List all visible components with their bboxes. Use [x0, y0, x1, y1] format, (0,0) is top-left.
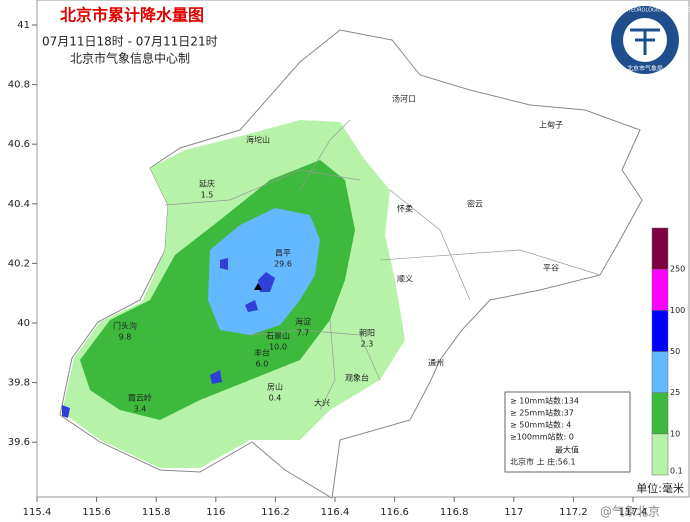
logo-symbol	[630, 28, 660, 55]
station-value: 3.4	[134, 405, 147, 414]
x-tick-label: 116	[206, 507, 225, 518]
logo-text-en: BEIJING METEOROLOGICAL SERVICE	[600, 8, 690, 14]
station-value: 2.3	[361, 340, 374, 349]
place-name: 观象台	[345, 373, 369, 383]
y-tick-label: 40.2	[8, 258, 30, 269]
station-name: 霞云岭	[128, 393, 152, 403]
station-name: 丰台	[254, 348, 270, 358]
legend-swatch	[651, 392, 669, 435]
stats-line: ≥ 10mm站数:134	[510, 396, 579, 406]
place-name: 怀柔	[397, 204, 413, 214]
y-tick-label: 39.8	[8, 378, 30, 389]
logo-text-cn: 北京市气象局	[627, 65, 663, 73]
stats-line: ≥100mm站数: 0	[510, 432, 574, 442]
place-name: 大兴	[314, 398, 330, 408]
stats-line: ≥ 50mm站数: 4	[510, 420, 571, 430]
place-name: 通州	[428, 358, 444, 368]
place-name: 平谷	[543, 264, 559, 273]
y-tick-label: 40.8	[8, 80, 30, 91]
place-name: 上甸子	[539, 120, 563, 130]
legend-unit: 单位:毫米	[636, 481, 684, 495]
x-tick-label: 117.4	[619, 507, 648, 518]
station-name: 延庆	[199, 179, 215, 189]
x-tick-label: 117	[504, 507, 523, 518]
station-marker	[254, 283, 262, 290]
x-tick-label: 116.4	[321, 507, 350, 518]
y-tick-label: 41	[17, 20, 30, 31]
station-value: 9.8	[119, 333, 132, 342]
station-value: 10.0	[269, 343, 287, 352]
x-tick-label: 115.6	[82, 507, 111, 518]
station-name: 门头沟	[113, 321, 137, 331]
y-tick-label: 40.4	[8, 199, 30, 210]
legend-label: 10	[670, 429, 680, 438]
place-name: 海坨山	[246, 135, 270, 145]
stats-max: 北京市 上 庄:56.1	[510, 457, 576, 467]
legend-swatch	[651, 351, 669, 393]
legend-label: 250	[670, 265, 685, 274]
station-value: 29.6	[274, 260, 292, 269]
title: 北京市累计降水量图	[60, 6, 204, 25]
producer: 北京市气象信息中心制	[70, 51, 190, 66]
x-tick-label: 116.8	[440, 507, 469, 518]
station-name: 海淀	[295, 317, 311, 327]
station-name: 朝阳	[359, 329, 375, 338]
rain-area-blue	[208, 208, 320, 335]
stats-max-title: 最大值	[555, 445, 579, 455]
legend-label: 25	[670, 388, 680, 397]
x-tick-label: 116.2	[261, 507, 290, 518]
legend-swatch	[651, 268, 669, 311]
legend-swatch	[651, 227, 669, 270]
station-value: 1.5	[201, 191, 214, 200]
place-name: 密云	[467, 199, 483, 209]
x-tick-label: 117.2	[559, 507, 588, 518]
frame	[36, 0, 690, 498]
district-lines	[164, 119, 601, 411]
station-value: 0.4	[269, 394, 282, 403]
x-tick-label: 115.4	[23, 507, 52, 518]
place-name: 顺义	[397, 275, 413, 284]
stats-box	[504, 391, 631, 473]
x-tick-label: 116.6	[380, 507, 409, 518]
legend-label: 100	[670, 306, 685, 315]
y-tick-label: 40	[17, 318, 30, 329]
legend-label: 0.1	[670, 467, 683, 476]
stats-line: ≥ 25mm站数:37	[510, 408, 574, 418]
station-name: 石景山	[266, 331, 290, 341]
watermark: @气象北京	[600, 504, 660, 519]
place-name: 汤河口	[392, 94, 416, 104]
y-tick-label: 40.6	[8, 139, 30, 150]
period: 07月11日18时 - 07月11日21时	[42, 35, 218, 49]
station-value: 7.7	[297, 329, 310, 338]
y-tick-label: 39.6	[8, 437, 30, 448]
legend-swatch	[651, 433, 669, 476]
station-name: 房山	[267, 382, 283, 392]
legend-label: 50	[670, 347, 680, 356]
station-value: 6.0	[256, 360, 269, 369]
x-tick-label: 115.8	[142, 507, 171, 518]
station-name: 昌平	[275, 249, 291, 258]
legend-swatch	[651, 310, 669, 352]
